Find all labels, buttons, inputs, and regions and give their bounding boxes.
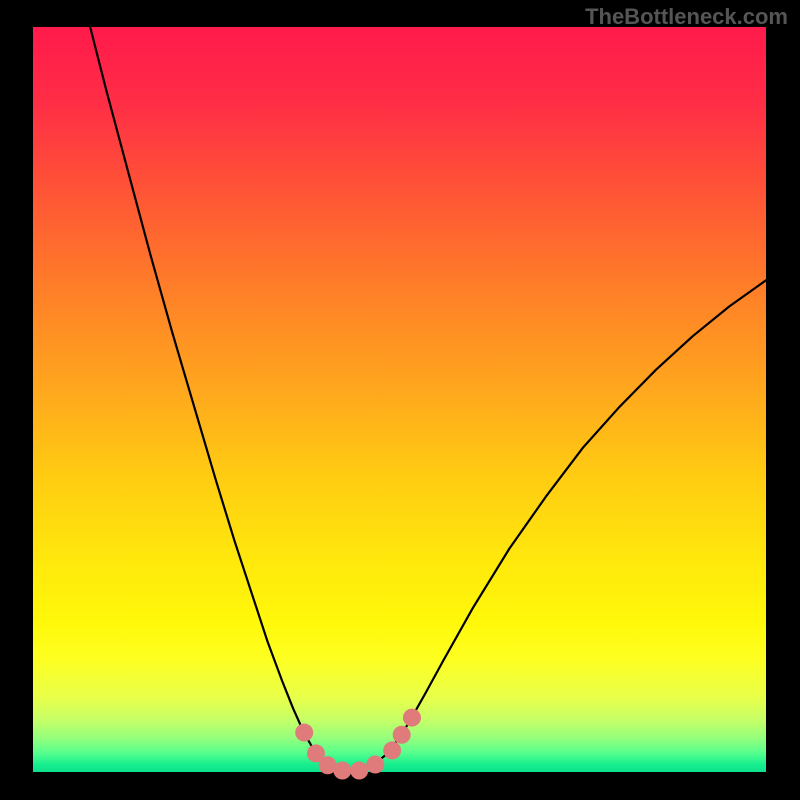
data-marker xyxy=(403,709,421,727)
curve-layer xyxy=(33,27,766,772)
data-marker xyxy=(393,726,411,744)
plot-area xyxy=(33,27,766,772)
bottleneck-curve xyxy=(90,27,766,771)
data-marker xyxy=(333,762,351,780)
marker-group xyxy=(295,709,421,780)
data-marker xyxy=(350,762,368,780)
data-marker xyxy=(383,741,401,759)
watermark-text: TheBottleneck.com xyxy=(585,4,788,30)
chart-frame xyxy=(0,0,800,800)
data-marker xyxy=(366,756,384,774)
data-marker xyxy=(295,724,313,742)
